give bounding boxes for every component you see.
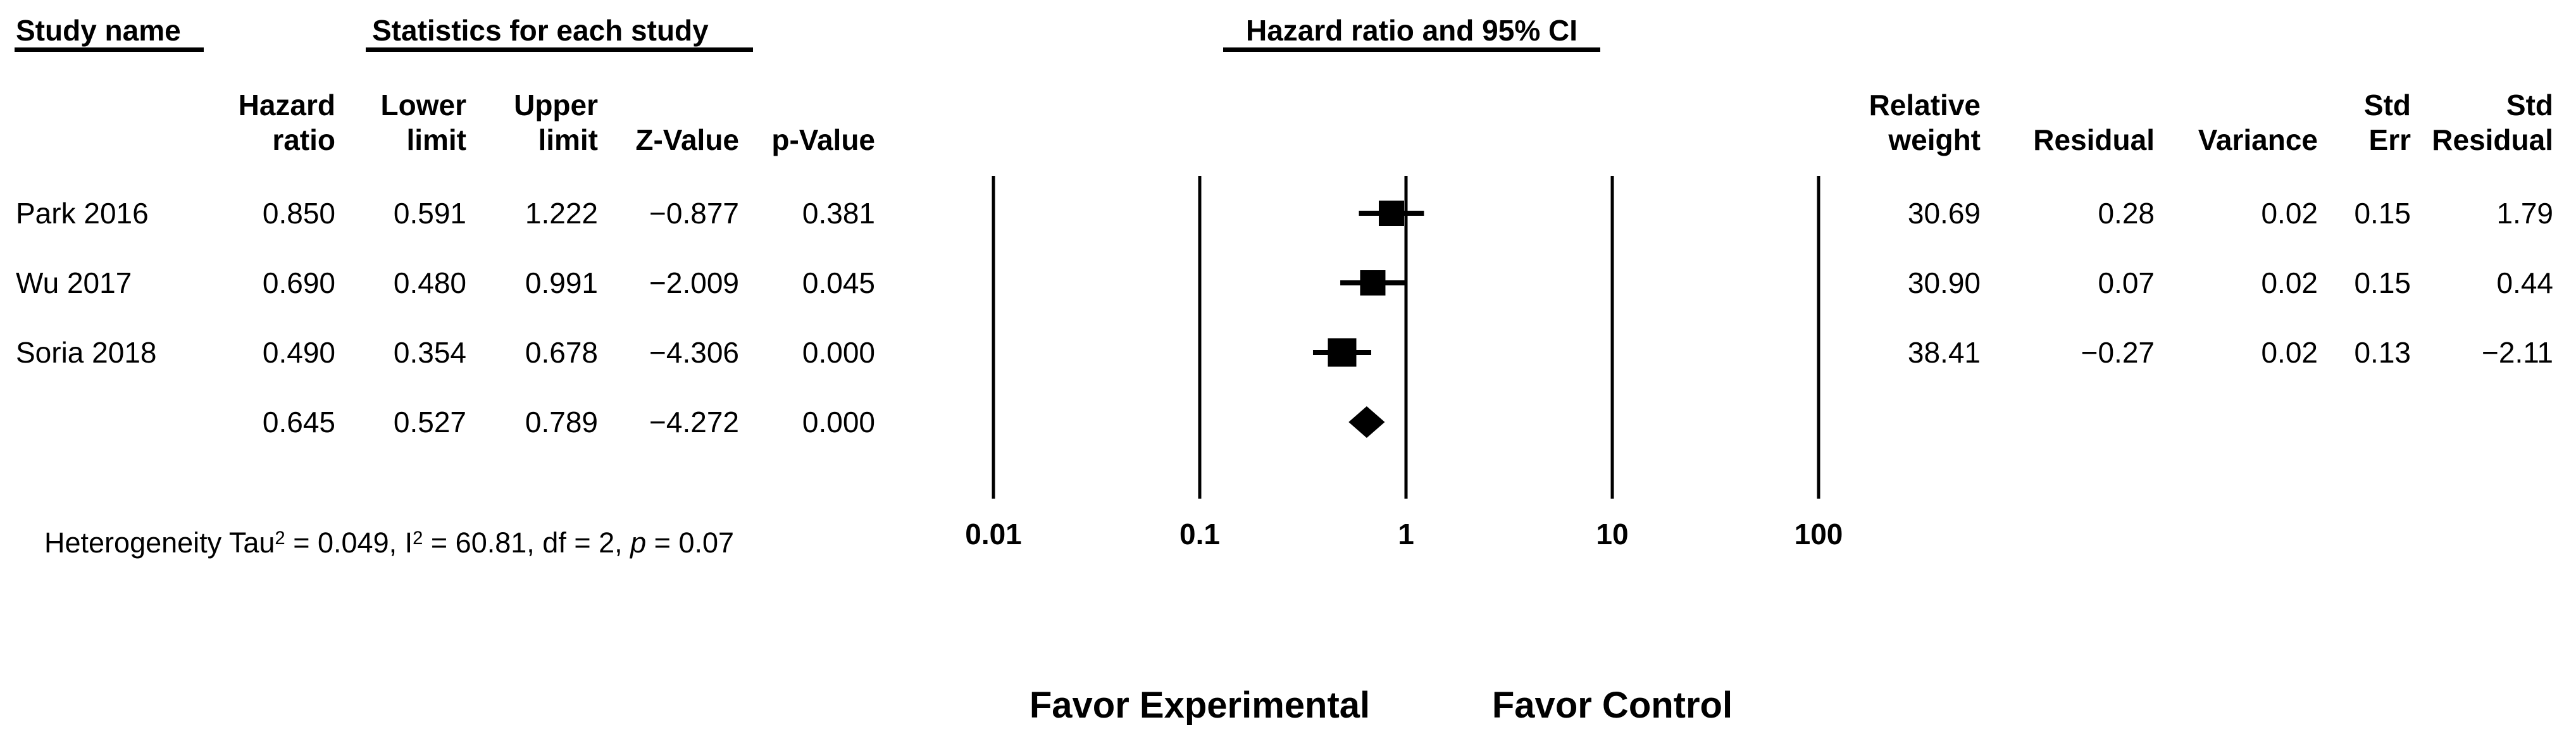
column-header: Z-Value	[635, 123, 739, 156]
het-text: Heterogeneity Tau	[44, 526, 275, 559]
table-value: 0.591	[393, 197, 466, 230]
table-value: 0.000	[802, 406, 875, 439]
table-value: 1.79	[2496, 197, 2553, 230]
table-value: 0.527	[393, 406, 466, 439]
gridline	[1404, 176, 1408, 499]
column-header: Hazard ratio	[238, 89, 335, 156]
study-name-underline	[15, 47, 204, 52]
table-value: −0.27	[2081, 336, 2155, 369]
favor-control-label: Favor Control	[1491, 685, 1733, 726]
het-sup: 2	[413, 528, 423, 549]
table-value: 30.69	[1907, 197, 1981, 230]
plot-title: Hazard ratio and 95% CI	[1245, 14, 1578, 47]
het-p-symbol: p	[630, 526, 647, 559]
study-name: Soria 2018	[16, 336, 157, 369]
study-name-title: Study name	[16, 14, 181, 47]
column-header: Residual	[2033, 123, 2155, 156]
column-header: p-Value	[771, 123, 875, 156]
study-name: Park 2016	[16, 197, 149, 230]
column-header: Lower limit	[380, 89, 466, 156]
table-value: 0.645	[262, 406, 335, 439]
gridline	[1198, 176, 1202, 499]
table-value: 1.222	[525, 197, 598, 230]
gridline	[1610, 176, 1614, 499]
table-value: 0.02	[2261, 266, 2318, 299]
table-value: 0.354	[393, 336, 466, 369]
favor-experimental-label: Favor Experimental	[1029, 685, 1371, 726]
column-header: Upper limit	[514, 89, 598, 156]
table-value: 0.850	[262, 197, 335, 230]
table-value: 0.381	[802, 197, 875, 230]
table-value: 0.490	[262, 336, 335, 369]
effect-size-square	[1378, 201, 1404, 226]
table-value: −0.877	[649, 197, 739, 230]
het-text: = 60.81, df = 2,	[423, 526, 631, 559]
study-name: Wu 2017	[16, 266, 132, 299]
table-value: 0.02	[2261, 336, 2318, 369]
effect-size-square	[1360, 270, 1386, 296]
axis-tick-label: 0.1	[1179, 518, 1220, 551]
table-value: 0.15	[2354, 266, 2411, 299]
gridline	[992, 176, 995, 499]
table-value: 0.000	[802, 336, 875, 369]
axis-tick-label: 0.01	[965, 518, 1022, 551]
het-text: = 0.049, I	[285, 526, 413, 559]
table-value: −2.009	[649, 266, 739, 299]
table-value: −4.306	[649, 336, 739, 369]
heterogeneity-note: Heterogeneity Tau2 = 0.049, I2 = 60.81, …	[44, 524, 734, 566]
table-value: 0.28	[2098, 197, 2155, 230]
plot-title-underline	[1223, 47, 1600, 52]
effect-size-square	[1328, 338, 1357, 367]
stats-title: Statistics for each study	[372, 14, 709, 47]
table-value: 30.90	[1907, 266, 1981, 299]
table-value: −2.11	[2482, 336, 2553, 369]
summary-diamond	[1348, 406, 1385, 438]
table-value: 0.02	[2261, 197, 2318, 230]
column-header: Relative weight	[1869, 89, 1981, 156]
table-value: 0.44	[2496, 266, 2553, 299]
axis-tick-label: 1	[1398, 518, 1414, 551]
het-sup: 2	[275, 528, 285, 549]
column-header: Variance	[2198, 123, 2318, 156]
table-value: −4.272	[649, 406, 739, 439]
gridline	[1817, 176, 1820, 499]
table-value: 0.13	[2354, 336, 2411, 369]
table-value: 0.15	[2354, 197, 2411, 230]
het-text: = 0.07	[646, 526, 735, 559]
column-header: Std Err	[2363, 89, 2411, 156]
table-value: 38.41	[1907, 336, 1981, 369]
column-header: Std Residual	[2432, 89, 2553, 156]
table-value: 0.045	[802, 266, 875, 299]
table-value: 0.480	[393, 266, 466, 299]
table-value: 0.991	[525, 266, 598, 299]
table-value: 0.07	[2098, 266, 2155, 299]
table-value: 0.690	[262, 266, 335, 299]
axis-tick-label: 100	[1794, 518, 1843, 551]
table-value: 0.678	[525, 336, 598, 369]
axis-tick-label: 10	[1596, 518, 1629, 551]
table-value: 0.789	[525, 406, 598, 439]
stats-title-underline	[366, 47, 753, 52]
